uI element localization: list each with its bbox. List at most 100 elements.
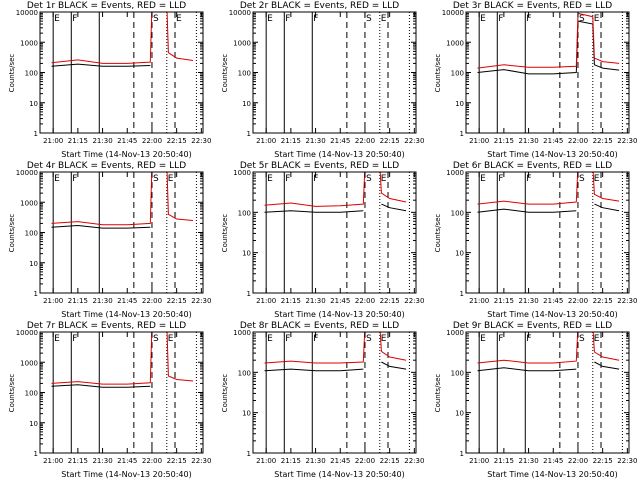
events-series-line	[264, 203, 407, 213]
lld-series-line	[51, 12, 194, 64]
plot-frame	[465, 331, 630, 454]
y-axis-label: Counts/sec	[434, 213, 442, 253]
x-tick-label: 21:45	[330, 137, 350, 145]
x-tick-label: 22:00	[142, 297, 162, 305]
y-tick-label: 1	[460, 130, 464, 138]
x-tick-label: 21:00	[469, 457, 489, 465]
x-tick-label: 21:15	[281, 297, 301, 305]
marker-letter: F	[72, 14, 77, 24]
marker-letter: S	[579, 174, 585, 184]
marker-letter: F	[313, 174, 318, 184]
y-tick-label: 100	[25, 230, 38, 238]
y-axis-label: Counts/sec	[8, 213, 16, 253]
marker-letter: E	[267, 334, 273, 344]
x-axis-label: Start Time (14-Nov-13 20:50:40)	[274, 470, 405, 479]
lld-series-line	[264, 172, 407, 207]
x-tick-label: 21:30	[518, 297, 538, 305]
y-tick-label: 10000	[16, 329, 38, 337]
marker-letter: E	[168, 174, 174, 184]
x-tick-label: 22:30	[617, 297, 637, 305]
x-tick-label: 22:15	[380, 457, 400, 465]
detector-panel: E F S E 1 10 100 1000 10000 21:00 21:15 21:30 21:45 2…	[0, 0, 213, 160]
events-series-line	[264, 361, 407, 372]
y-axis-label: Counts/sec	[434, 373, 442, 413]
y-tick-label: 1	[460, 450, 464, 458]
marker-letter: E	[267, 174, 273, 184]
y-tick-label: 10	[455, 100, 464, 108]
lld-series-line	[51, 172, 194, 226]
y-tick-label: 10	[29, 100, 38, 108]
x-tick-label: 21:30	[305, 457, 325, 465]
x-tick-label: 21:45	[543, 137, 563, 145]
marker-letter: F	[498, 14, 503, 24]
x-tick-label: 21:45	[117, 137, 137, 145]
marker-letter: F	[72, 174, 77, 184]
y-tick-label: 1000	[446, 329, 464, 337]
y-tick-label: 1	[34, 290, 38, 298]
lld-series-line	[264, 332, 407, 364]
y-tick-label: 100	[25, 390, 38, 398]
x-tick-label: 21:45	[330, 457, 350, 465]
x-tick-label: 22:00	[568, 137, 588, 145]
marker-letter: E	[594, 334, 600, 344]
x-tick-label: 21:30	[518, 457, 538, 465]
panel-title: Det 5r BLACK = Events, RED = LLD	[239, 161, 400, 171]
x-tick-label: 21:15	[281, 137, 301, 145]
y-tick-label: 10000	[16, 169, 38, 177]
marker-letter: E	[168, 334, 174, 344]
plot-frame	[252, 331, 417, 454]
y-tick-label: 10	[29, 420, 38, 428]
marker-letter: E	[381, 174, 387, 184]
x-tick-label: 22:30	[404, 137, 424, 145]
lld-series-line	[477, 172, 620, 205]
marker-letter: F	[498, 334, 503, 344]
y-tick-label: 10	[242, 100, 251, 108]
panel-title: Det 3r BLACK = Events, RED = LLD	[452, 1, 613, 11]
marker-letter: E	[267, 14, 273, 24]
y-axis-label: Counts/sec	[221, 373, 229, 413]
x-tick-label: 22:00	[355, 457, 375, 465]
x-axis-label: Start Time (14-Nov-13 20:50:40)	[487, 310, 618, 319]
x-tick-label: 21:15	[68, 457, 88, 465]
y-tick-label: 100	[451, 209, 464, 217]
marker-letter: S	[579, 334, 585, 344]
x-tick-label: 22:00	[355, 297, 375, 305]
marker-letter: F	[313, 334, 318, 344]
lld-series-line	[477, 12, 620, 69]
y-tick-label: 100	[238, 369, 251, 377]
x-tick-label: 21:45	[543, 457, 563, 465]
x-axis-label: Start Time (14-Nov-13 20:50:40)	[274, 150, 405, 159]
x-axis-label: Start Time (14-Nov-13 20:50:40)	[61, 150, 192, 159]
marker-letter: E	[594, 174, 600, 184]
x-tick-label: 21:00	[43, 457, 63, 465]
y-tick-label: 10	[242, 250, 251, 258]
x-tick-label: 21:15	[494, 457, 514, 465]
lld-series-line	[477, 332, 620, 364]
y-tick-label: 1	[34, 130, 38, 138]
x-tick-label: 21:00	[43, 297, 63, 305]
marker-letter: S	[579, 14, 585, 24]
lld-series-line	[51, 332, 194, 385]
x-tick-label: 21:45	[117, 297, 137, 305]
x-tick-label: 21:00	[469, 297, 489, 305]
marker-letter: E	[54, 334, 60, 344]
x-axis-label: Start Time (14-Nov-13 20:50:40)	[487, 470, 618, 479]
x-tick-label: 21:30	[92, 137, 112, 145]
x-tick-label: 21:45	[543, 297, 563, 305]
x-tick-label: 22:00	[142, 457, 162, 465]
detector-panel: E F F S E 1 10 100 1000 21:00 21:15 21:30 21:45 22:00…	[213, 320, 426, 480]
detector-panel: E F F S E 1 10 100 1000 10000 21:00 21:15 21:30 21:45…	[213, 0, 426, 160]
panel-title: Det 8r BLACK = Events, RED = LLD	[239, 321, 400, 331]
x-tick-label: 22:15	[380, 137, 400, 145]
x-tick-label: 21:00	[256, 137, 276, 145]
x-tick-label: 22:30	[404, 457, 424, 465]
y-tick-label: 1000	[233, 169, 251, 177]
marker-letter: S	[366, 174, 372, 184]
x-tick-label: 21:00	[43, 137, 63, 145]
marker-letter: S	[153, 174, 159, 184]
x-tick-label: 21:30	[305, 137, 325, 145]
y-tick-label: 1000	[20, 39, 38, 47]
